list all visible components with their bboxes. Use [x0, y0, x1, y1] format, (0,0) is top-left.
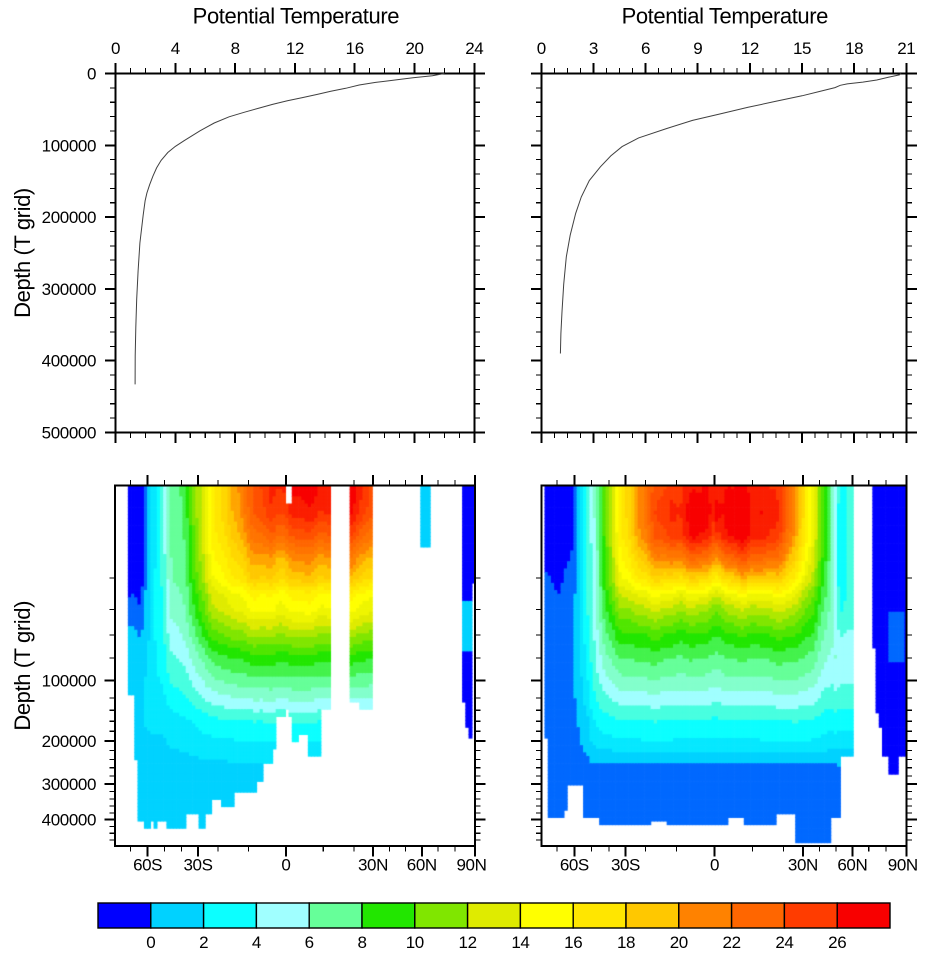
x-tick-label: 12 [286, 39, 304, 58]
y-axis-label-top: Depth (T grid) [10, 188, 35, 318]
labelbar-box [519, 902, 574, 929]
plot-box [114, 484, 476, 848]
x-tick-label: 16 [346, 39, 364, 58]
x-tick-label: 0 [537, 39, 546, 58]
lat-tick-label: 60N [837, 856, 867, 875]
plot-box [540, 72, 908, 434]
labelbar-label: 6 [305, 933, 314, 952]
lat-tick-label: 90N [457, 856, 487, 875]
labelbar-box [202, 902, 258, 929]
y-tick-label: 400000 [42, 811, 96, 830]
y-tick-label: 300000 [42, 775, 96, 794]
labelbar-label: 22 [723, 933, 741, 952]
x-tick-label: 3 [589, 39, 598, 58]
lat-tick-label: 0 [710, 856, 719, 875]
x-tick-label: 9 [693, 39, 702, 58]
labelbar-box [361, 902, 416, 929]
title-right: Potential Temperature [622, 4, 829, 29]
y-tick-label: 200000 [42, 208, 96, 227]
lat-tick-label: 60N [407, 856, 437, 875]
x-tick-label: 12 [741, 39, 759, 58]
labelbar-label: 26 [828, 933, 846, 952]
lat-tick-label: 30N [358, 856, 388, 875]
labelbar-box [308, 902, 363, 929]
lat-tick-label: 90N [888, 856, 918, 875]
y-tick-label: 0 [87, 65, 96, 84]
y-tick-label: 200000 [42, 732, 96, 751]
temperature-profile-curve [134, 73, 445, 385]
x-tick-label: 15 [793, 39, 811, 58]
labelbar-box [730, 902, 786, 929]
y-axis-label-bottom: Depth (T grid) [10, 601, 35, 731]
labelbar-label: 18 [617, 933, 635, 952]
labelbar-label: 8 [357, 933, 366, 952]
labelbar-label: 10 [406, 933, 424, 952]
labelbar-label: 14 [511, 933, 529, 952]
y-tick-label: 300000 [42, 280, 96, 299]
lat-tick-label: 0 [281, 856, 290, 875]
y-tick-label: 500000 [42, 424, 96, 443]
x-tick-label: 6 [641, 39, 650, 58]
title-left: Potential Temperature [193, 4, 400, 29]
labelbar-box [414, 902, 469, 929]
labelbar-box [466, 902, 522, 929]
labelbar-box [255, 902, 310, 929]
x-tick-label: 0 [111, 39, 120, 58]
plot-box [114, 72, 476, 434]
labelbar-box [783, 902, 838, 929]
lat-tick-label: 30S [611, 856, 640, 875]
labelbar-box [150, 902, 205, 929]
labelbar-box [836, 902, 891, 929]
lat-tick-label: 60S [133, 856, 162, 875]
y-tick-label: 100000 [42, 136, 96, 155]
lat-tick-label: 60S [560, 856, 589, 875]
labelbar-box [572, 902, 627, 929]
plot-box [540, 484, 908, 848]
x-tick-label: 8 [231, 39, 240, 58]
labelbar-box [678, 902, 733, 929]
lat-tick-label: 30S [183, 856, 212, 875]
labelbar-label: 0 [146, 933, 155, 952]
labelbar-box [97, 902, 152, 929]
x-tick-label: 24 [465, 39, 483, 58]
x-tick-label: 18 [845, 39, 863, 58]
x-tick-label: 21 [897, 39, 915, 58]
labelbar-label: 12 [459, 933, 477, 952]
lat-tick-label: 30N [788, 856, 818, 875]
labelbar-label: 16 [564, 933, 582, 952]
labelbar-box [625, 902, 680, 929]
generated-plot-elements: 0 4 8 12 16 20 24 0 3 6 9 12 15 18 2101000002000003000… [42, 39, 919, 952]
temperature-profile-curve [559, 73, 902, 354]
labelbar-label: 20 [670, 933, 688, 952]
labelbar-label: 2 [199, 933, 208, 952]
x-tick-label: 4 [171, 39, 180, 58]
y-tick-label: 100000 [42, 672, 96, 691]
labelbar-label: 24 [775, 933, 793, 952]
x-tick-label: 20 [405, 39, 423, 58]
labelbar-label: 4 [252, 933, 261, 952]
y-tick-label: 400000 [42, 352, 96, 371]
